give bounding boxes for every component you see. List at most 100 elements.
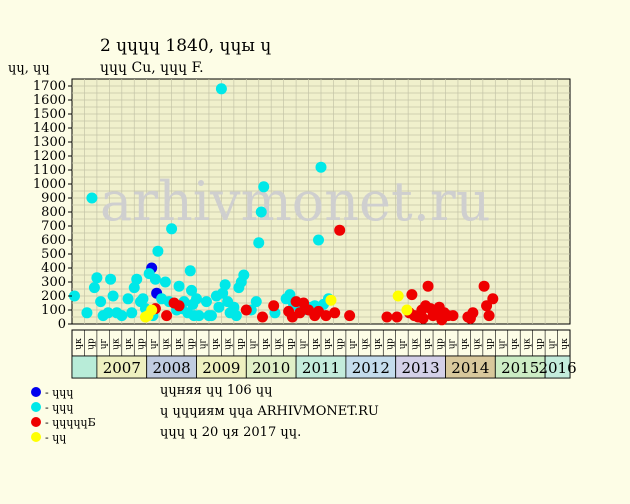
- year-label: 2012: [352, 359, 390, 377]
- year-label: 2008: [153, 359, 191, 377]
- quarter-label: ɥг: [448, 338, 458, 349]
- year-label: 2007: [103, 359, 141, 377]
- data-point: [122, 293, 134, 305]
- data-point: [406, 289, 418, 301]
- quarter-label: ɥк: [273, 338, 283, 350]
- data-point: [102, 307, 114, 319]
- data-point: [146, 304, 158, 316]
- quarter-label: ɥк: [224, 338, 234, 350]
- data-point: [238, 269, 250, 281]
- data-point: [294, 307, 306, 319]
- quarter-label: ɥк: [311, 338, 321, 350]
- y-tick-label: 1100: [33, 163, 66, 178]
- quarter-label: ɥр: [136, 338, 146, 350]
- quarter-label: ɥр: [336, 338, 346, 350]
- quarter-label: ɥк: [323, 338, 333, 350]
- note-line: ɥɥняя ɥɥ 106 ɥɥ: [160, 383, 273, 398]
- chart-title: 2 ɥɥɥɥ 1840, ɥɥы ɥ: [100, 36, 271, 56]
- data-point: [173, 300, 185, 312]
- data-point: [105, 273, 117, 285]
- data-point: [137, 293, 149, 305]
- year-label: 2014: [451, 359, 489, 377]
- quarter-label: ɥг: [547, 338, 557, 349]
- data-point: [401, 304, 413, 316]
- data-point: [193, 310, 205, 322]
- data-point: [392, 290, 404, 302]
- y-tick-label: 300: [41, 275, 66, 290]
- data-point: [186, 284, 198, 296]
- y-tick-label: 1700: [33, 79, 66, 94]
- data-point: [329, 307, 341, 319]
- quarter-label: ɥг: [199, 338, 209, 349]
- data-point: [191, 293, 202, 305]
- data-point: [334, 224, 346, 236]
- year-cell: [71, 355, 98, 379]
- legend-marker: [31, 387, 41, 397]
- quarter-label: ɥг: [149, 338, 159, 349]
- data-point: [253, 237, 265, 249]
- note-line: ɥɥɥ ɥ 20 ɥя 2017 ɥɥ.: [160, 425, 301, 440]
- data-point: [250, 296, 262, 308]
- quarter-label: ɥк: [473, 338, 483, 350]
- data-point: [320, 310, 332, 322]
- y-axis: 0100200300400500600700800900100011001200…: [33, 79, 72, 332]
- quarter-label: ɥг: [298, 338, 308, 349]
- y-tick-label: 1000: [33, 177, 66, 192]
- quarter-label: ɥр: [435, 338, 445, 350]
- quarter-label: ɥк: [423, 338, 433, 350]
- data-point: [464, 312, 476, 324]
- quarter-label: ɥк: [361, 338, 371, 350]
- data-point: [436, 314, 448, 326]
- chart-subtitle: ɥɥɥ Cu, ɥɥɥ F.: [100, 60, 204, 76]
- quarter-label: ɥр: [535, 338, 545, 350]
- data-point: [381, 311, 393, 323]
- data-point: [447, 310, 459, 322]
- data-point: [159, 276, 171, 288]
- data-point: [81, 307, 93, 319]
- data-point: [487, 293, 499, 305]
- quarter-label: ɥг: [99, 338, 109, 349]
- data-point: [173, 280, 185, 292]
- data-point: [68, 290, 80, 302]
- year-label: 2010: [252, 359, 290, 377]
- data-point: [131, 273, 143, 285]
- y-tick-label: 1400: [33, 121, 66, 136]
- legend-label: - ɥɥ: [45, 431, 66, 444]
- quarter-label: ɥк: [112, 338, 122, 350]
- y-tick-label: 500: [41, 247, 66, 262]
- legend-marker: [31, 417, 41, 427]
- year-label: 2016: [538, 359, 576, 377]
- year-cell: [544, 355, 571, 379]
- quarter-label: ɥк: [510, 338, 520, 350]
- data-point: [184, 265, 196, 277]
- quarter-label: ɥг: [398, 338, 408, 349]
- data-point: [483, 310, 495, 322]
- quarter-label: ɥр: [186, 338, 196, 350]
- y-tick-label: 600: [41, 233, 66, 248]
- data-point: [219, 279, 231, 291]
- quarter-label: ɥк: [410, 338, 420, 350]
- data-point: [268, 300, 280, 312]
- data-point: [240, 304, 252, 316]
- quarter-label: ɥк: [211, 338, 221, 350]
- quarter-label: ɥк: [560, 338, 570, 350]
- quarter-label: ɥр: [236, 338, 246, 350]
- data-point: [344, 310, 356, 322]
- y-tick-label: 400: [41, 261, 66, 276]
- quarter-label: ɥк: [174, 338, 184, 350]
- y-tick-label: 800: [41, 205, 66, 220]
- data-point: [152, 245, 164, 257]
- y-tick-label: 0: [58, 317, 66, 332]
- quarter-label: ɥр: [385, 338, 395, 350]
- data-point: [149, 273, 161, 285]
- data-point: [315, 161, 327, 173]
- quarter-label: ɥг: [249, 338, 259, 349]
- quarter-label: ɥр: [87, 338, 97, 350]
- data-points: [68, 83, 499, 326]
- data-point: [166, 223, 178, 235]
- data-point: [313, 234, 325, 246]
- data-point: [230, 310, 242, 322]
- quarter-label: ɥк: [261, 338, 271, 350]
- data-point: [215, 83, 227, 95]
